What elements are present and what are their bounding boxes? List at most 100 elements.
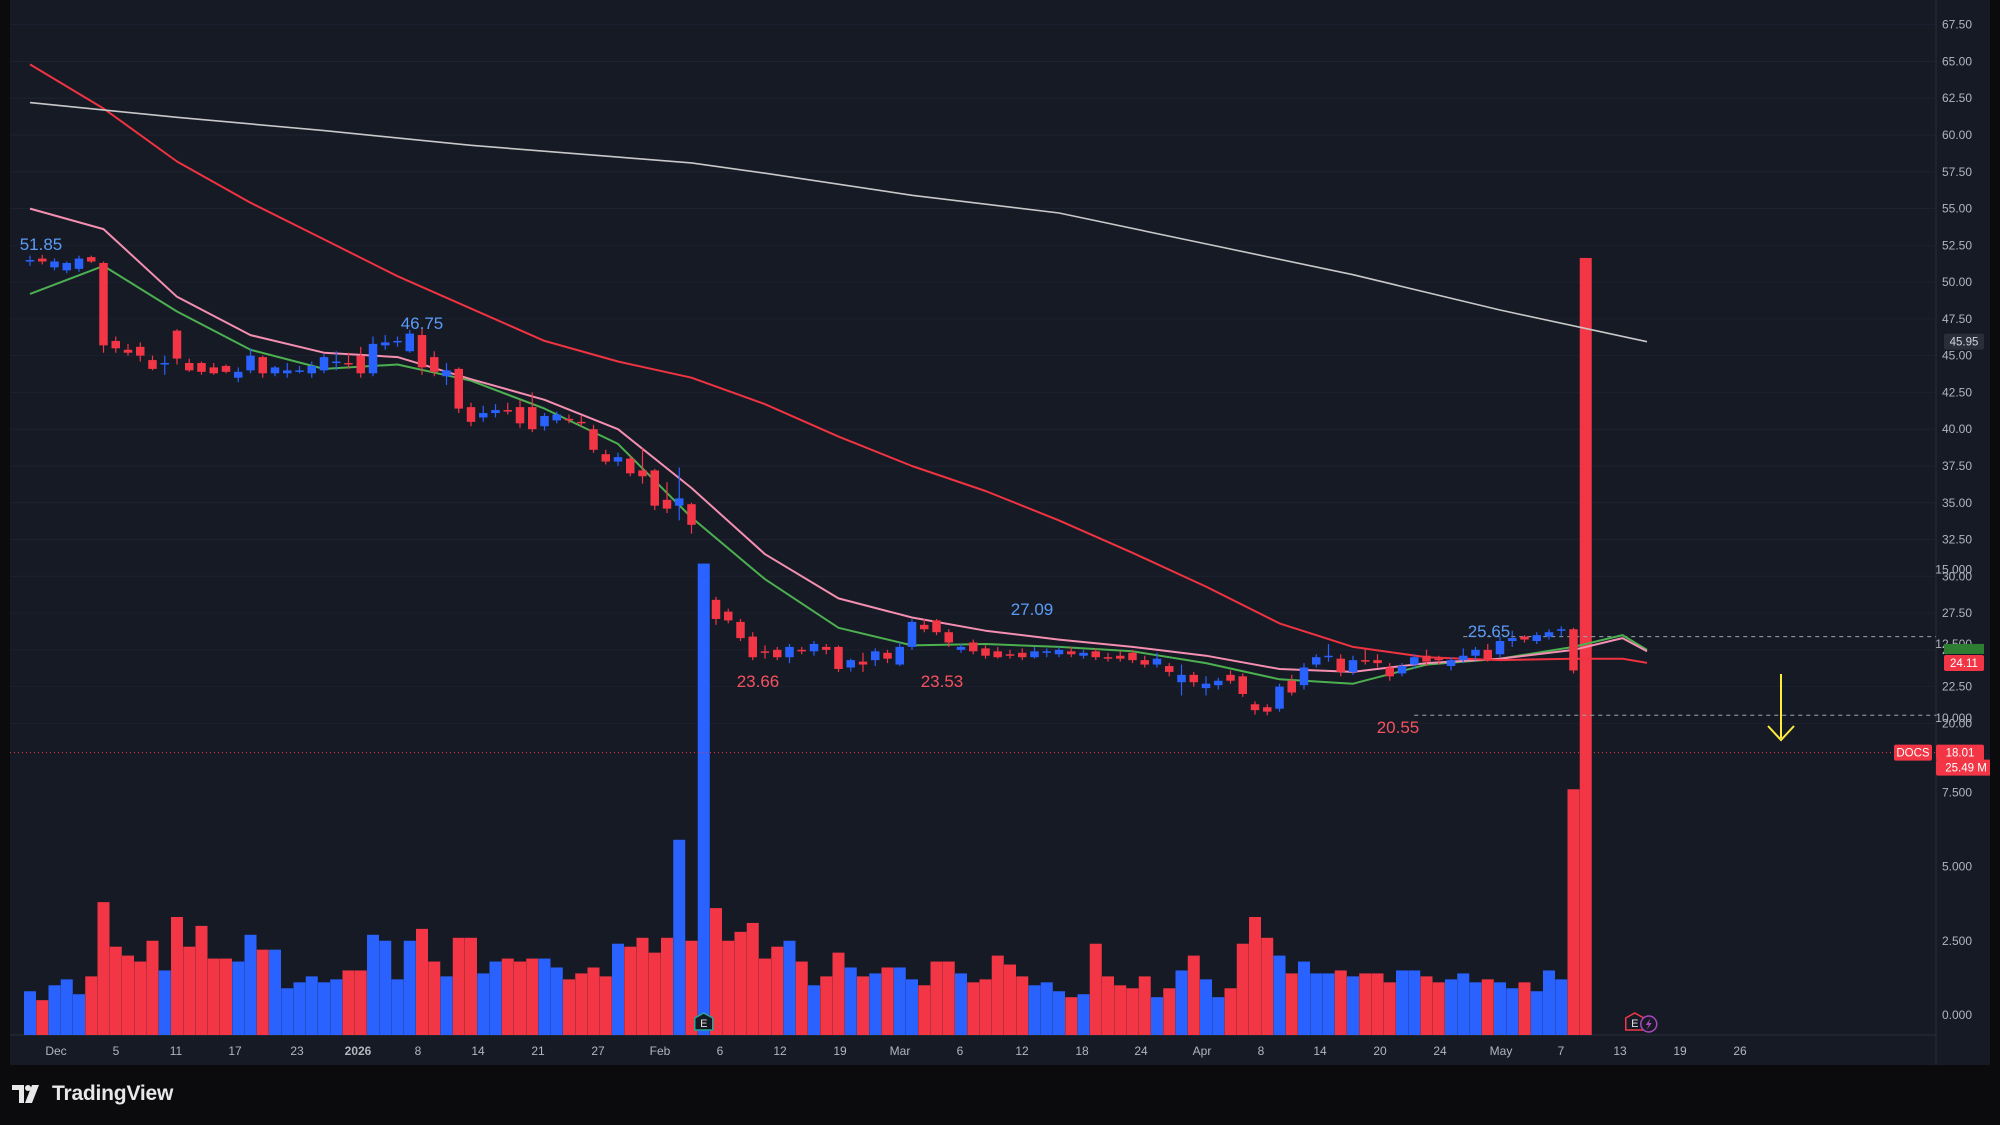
- candle-body: [797, 649, 806, 652]
- time-axis-label: 26: [1733, 1044, 1747, 1058]
- volume-bar: [354, 970, 367, 1035]
- volume-bar: [538, 958, 551, 1035]
- volume-bar: [244, 934, 257, 1035]
- candle-body: [1177, 674, 1186, 683]
- candle-body: [1238, 676, 1247, 694]
- down-arrow-icon: [1767, 725, 1795, 742]
- candle-body: [1348, 660, 1358, 672]
- time-axis-label: 5: [113, 1044, 120, 1058]
- volume-bar: [1371, 973, 1384, 1035]
- candle: [638, 448, 647, 484]
- volume-bar: [1396, 970, 1408, 1035]
- volume-bar: [73, 994, 85, 1035]
- time-axis-label: Feb: [650, 1044, 671, 1058]
- candle: [1238, 673, 1247, 697]
- volume-bar: [109, 946, 122, 1035]
- volume-bar: [330, 979, 343, 1035]
- volume-bar: [881, 967, 894, 1035]
- brand-name: TradingView: [52, 1082, 174, 1105]
- candle-body: [1508, 638, 1517, 642]
- candle: [675, 467, 684, 521]
- time-axis-label: 14: [1313, 1044, 1327, 1058]
- volume-bar: [1089, 943, 1102, 1035]
- chart-panel[interactable]: 51.85 46.75 27.09 25.65 23.66 23.53 20.55 E E 6…: [10, 0, 1990, 1065]
- time-axis-label: 8: [415, 1044, 422, 1058]
- brand[interactable]: TradingView: [12, 1082, 173, 1106]
- candle-body: [969, 642, 978, 652]
- moving-average-long: [29, 63, 1648, 664]
- candle-body: [454, 368, 463, 409]
- time-axis-label: Dec: [45, 1044, 66, 1058]
- candle: [956, 643, 966, 653]
- price-axis-label: 45.00: [1942, 349, 1972, 363]
- dividend-marker-icon[interactable]: [1640, 1015, 1658, 1033]
- candle-body: [626, 458, 635, 474]
- time-axis-label: 24: [1134, 1044, 1148, 1058]
- candle-body: [74, 258, 84, 269]
- candle-body: [699, 608, 708, 670]
- candle: [1544, 629, 1554, 640]
- candle: [1373, 654, 1382, 668]
- price-axis-label: 20.00: [1942, 716, 1972, 730]
- price-axis-label: 55.00: [1942, 202, 1972, 216]
- volume-bar: [710, 908, 722, 1035]
- candle: [1091, 648, 1100, 661]
- volume-bar: [391, 979, 404, 1035]
- candle: [393, 336, 402, 347]
- volume-bar: [183, 946, 196, 1035]
- candle-body: [1569, 629, 1578, 671]
- candle-body: [871, 651, 880, 661]
- time-axis-label: 7: [1558, 1044, 1565, 1058]
- volume-bar: [1249, 916, 1261, 1035]
- volume-bar: [1138, 976, 1151, 1035]
- axis-badge-volume: 25.49 M: [1936, 759, 1990, 776]
- time-axis-label: 6: [717, 1044, 724, 1058]
- candle: [160, 355, 169, 375]
- candle: [1214, 677, 1223, 690]
- volume-bar: [1334, 970, 1347, 1035]
- candle-body: [564, 418, 574, 421]
- candle: [1471, 646, 1480, 661]
- price-axis-label: 62.50: [1942, 91, 1972, 105]
- candle-body: [1471, 649, 1480, 656]
- axis-badge-bg: [1944, 654, 1984, 671]
- volume-bar: [1187, 955, 1200, 1035]
- candle: [834, 645, 843, 672]
- volume-axis-label: 5.000: [1942, 860, 1972, 874]
- volume-bar: [612, 943, 624, 1035]
- candle-body: [589, 429, 598, 450]
- candle: [1054, 646, 1064, 658]
- axis-badge-bg: [1894, 744, 1932, 761]
- volume-bar: [1028, 985, 1041, 1035]
- candle-body: [38, 258, 47, 262]
- candle-body: [1287, 680, 1296, 693]
- candle-body: [932, 620, 941, 633]
- candle-body: [234, 371, 243, 378]
- candle-body: [1140, 660, 1149, 665]
- volume-bar: [1457, 973, 1470, 1035]
- volume-bar: [318, 982, 330, 1035]
- price-chart[interactable]: 51.85 46.75 27.09 25.65 23.66 23.53 20.55 E E 6…: [10, 0, 1990, 1065]
- candle: [356, 346, 365, 378]
- volume-bar: [293, 982, 306, 1035]
- candle: [907, 619, 917, 650]
- candle: [209, 363, 218, 375]
- time-axis-label: 18: [1075, 1044, 1089, 1058]
- axis-badge-text: 45.95: [1950, 337, 1979, 349]
- candle: [50, 258, 59, 271]
- earnings-marker-icon[interactable]: E: [694, 1012, 714, 1031]
- moving-average-short: [29, 264, 1648, 685]
- candle: [25, 255, 35, 266]
- axis-badge-text: DOCS: [1896, 748, 1930, 760]
- volume-bar: [722, 940, 735, 1035]
- candle: [1189, 671, 1198, 687]
- candle: [442, 363, 451, 386]
- volume-axis-label: 0.000: [1942, 1008, 1972, 1022]
- candle-body: [172, 330, 182, 359]
- price-axis-label: 40.00: [1942, 422, 1972, 436]
- axis-badge-last: 18.01: [1936, 744, 1984, 761]
- candle-body: [1250, 704, 1260, 711]
- candle-body: [1459, 655, 1468, 661]
- candle: [1483, 643, 1492, 662]
- candle-body: [1434, 658, 1443, 661]
